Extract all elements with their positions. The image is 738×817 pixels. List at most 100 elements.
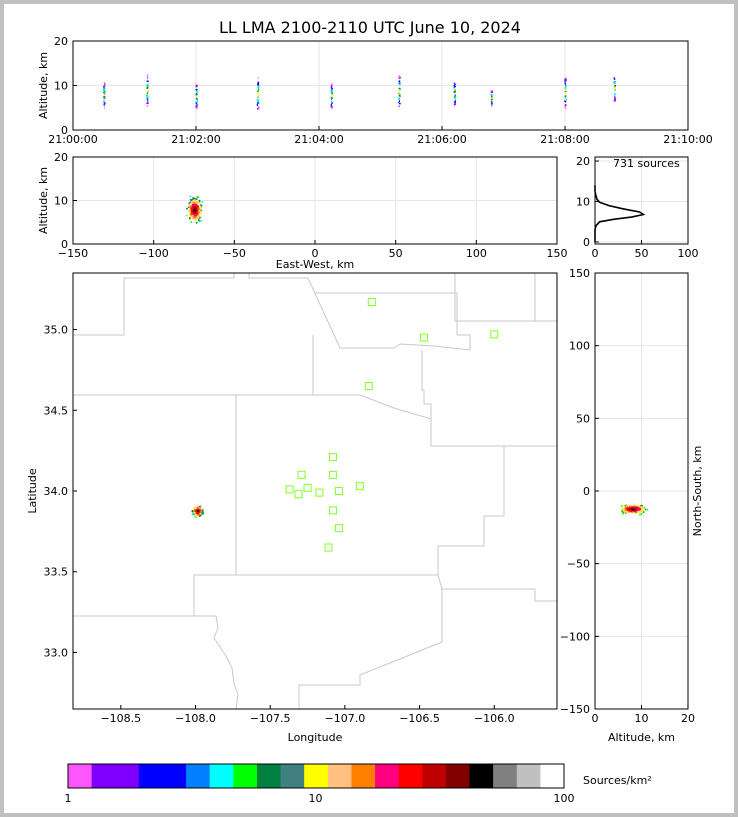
source-point xyxy=(196,91,198,93)
source-point xyxy=(201,511,204,514)
source-point xyxy=(613,81,615,83)
y-tick-label: 33.5 xyxy=(44,566,69,579)
source-point xyxy=(621,510,623,512)
source-point xyxy=(196,196,199,198)
lma-station-marker xyxy=(328,470,337,479)
source-point xyxy=(196,100,198,103)
source-point xyxy=(565,99,567,101)
source-point xyxy=(199,212,202,214)
source-point xyxy=(257,77,259,79)
county-boundary xyxy=(248,273,471,351)
colorbar-segment xyxy=(375,764,399,788)
source-point xyxy=(453,90,456,93)
source-point xyxy=(331,91,333,93)
source-point xyxy=(104,103,106,105)
county-boundary xyxy=(298,589,443,709)
source-point xyxy=(630,506,632,508)
source-point xyxy=(197,215,200,217)
colorbar-segment xyxy=(115,764,140,788)
source-point xyxy=(646,508,649,511)
source-point xyxy=(331,93,333,95)
source-point xyxy=(200,209,203,212)
time-altitude-panel: 21:00:00 21:02:00 21:04:00 21:06:00 21:08:00… xyxy=(37,35,713,146)
source-point xyxy=(188,212,191,214)
source-point xyxy=(196,104,198,106)
source-point xyxy=(257,90,259,92)
colorbar-label: Sources/km² xyxy=(583,774,652,787)
source-point xyxy=(199,205,202,208)
source-point xyxy=(490,102,493,104)
source-point xyxy=(622,506,625,509)
source-point xyxy=(398,95,401,97)
source-point xyxy=(199,514,202,516)
y-tick-label: 0 xyxy=(61,124,68,137)
source-point xyxy=(398,82,400,84)
source-point xyxy=(399,84,401,86)
source-point xyxy=(399,87,401,90)
source-point xyxy=(399,88,401,91)
source-point xyxy=(103,86,105,88)
lma-station-marker xyxy=(334,487,343,495)
source-point xyxy=(195,83,197,86)
source-point xyxy=(642,508,645,510)
colorbar-segment xyxy=(162,764,187,788)
source-point xyxy=(190,216,192,218)
source-point xyxy=(564,87,566,89)
source-point xyxy=(190,208,192,210)
y-tick-label: 10 xyxy=(576,196,590,209)
y-tick-label: 0 xyxy=(583,485,590,498)
lma-station-marker xyxy=(324,543,333,552)
source-point xyxy=(199,204,202,206)
source-point xyxy=(146,92,148,94)
source-point xyxy=(330,85,332,87)
source-point xyxy=(190,205,192,208)
source-point xyxy=(629,507,631,510)
source-point xyxy=(104,96,106,98)
source-point xyxy=(454,90,457,92)
source-point xyxy=(197,209,199,211)
source-point xyxy=(191,210,193,213)
source-point xyxy=(257,84,259,86)
county-boundary xyxy=(73,394,237,617)
source-point xyxy=(196,98,198,100)
source-point xyxy=(197,196,199,198)
source-point xyxy=(331,102,333,104)
source-point xyxy=(613,100,615,102)
source-point xyxy=(103,95,105,97)
source-point xyxy=(196,90,198,92)
source-point xyxy=(398,83,400,85)
source-point xyxy=(614,81,616,83)
source-point xyxy=(631,508,633,511)
source-point xyxy=(630,510,632,513)
source-point xyxy=(491,103,493,105)
source-point xyxy=(103,100,105,102)
source-point xyxy=(103,104,105,106)
plan-view-axes-frame xyxy=(72,272,558,710)
county-boundary xyxy=(73,273,235,336)
y-tick-label: 20 xyxy=(54,35,68,48)
source-point xyxy=(189,195,192,198)
x-tick-label: 0 xyxy=(592,712,599,725)
source-point xyxy=(146,102,148,105)
source-point xyxy=(629,505,631,508)
source-point xyxy=(454,102,456,105)
source-point xyxy=(195,215,198,218)
source-point xyxy=(103,107,106,109)
colorbar-segment xyxy=(398,764,423,788)
y-tick-label: 34.0 xyxy=(44,485,69,498)
source-point xyxy=(195,89,197,91)
source-point xyxy=(331,85,333,87)
source-point xyxy=(257,100,259,102)
source-point xyxy=(189,216,191,219)
x-tick-label: −106.5 xyxy=(399,712,440,725)
source-point xyxy=(196,211,198,214)
x-tick-label: −50 xyxy=(223,247,246,260)
source-point xyxy=(565,95,567,97)
source-point xyxy=(399,102,401,105)
source-point xyxy=(189,202,192,205)
source-point xyxy=(103,97,105,99)
altitude-histogram-panel: 731 sources 0 50 100 0 10 20 xyxy=(576,155,699,260)
source-point xyxy=(256,103,259,105)
source-point xyxy=(398,87,400,89)
source-point xyxy=(198,200,201,203)
